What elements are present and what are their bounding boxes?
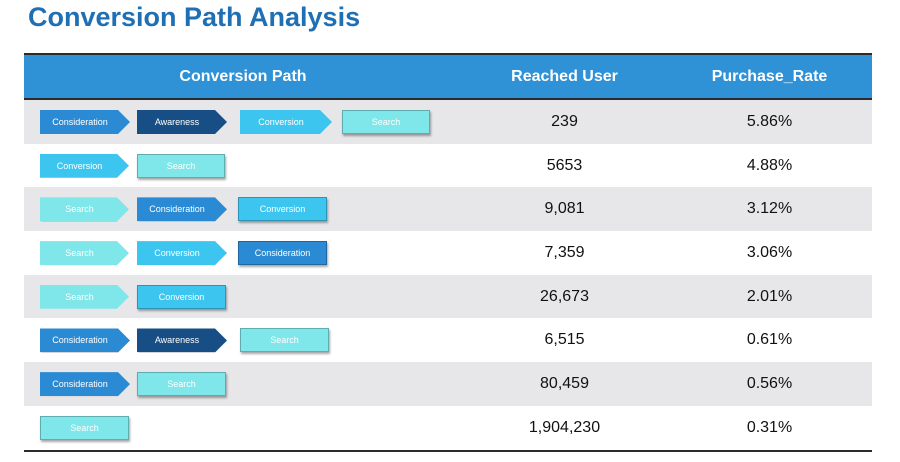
path-step-label: Awareness	[154, 117, 200, 127]
path-step-search: Search	[137, 372, 226, 397]
path-step-label: Consideration	[52, 379, 108, 390]
path-step-label: Search	[166, 160, 196, 171]
path-step-consideration: Consideration	[40, 372, 130, 396]
path-step-label: Search	[270, 335, 299, 346]
reached-user-cell: 239	[551, 112, 578, 130]
conversion-path-cell: Search Conversion Consideration	[24, 231, 462, 275]
path-step-search: Search	[40, 197, 129, 221]
path-step-label: Search	[65, 291, 94, 302]
path-step-label: Search	[371, 117, 401, 127]
header-conversion-path: Conversion Path	[179, 67, 307, 85]
page-title: Conversion Path Analysis	[28, 2, 361, 32]
purchase-rate-cell: 3.12%	[746, 200, 793, 218]
table-bottom-rule	[24, 449, 872, 452]
table-row: Search Conversion Consideration 7,359 3.06%	[24, 231, 872, 275]
purchase-rate-cell: 0.61%	[746, 331, 793, 349]
reached-user-cell: 26,673	[540, 287, 589, 305]
path-step-label: Conversion	[258, 117, 304, 127]
table-row: Search Consideration Conversion 9,081 3.12%	[24, 187, 872, 232]
reached-user-cell: 9,081	[544, 200, 585, 218]
table-row: Consideration Search 80,459 0.56%	[24, 362, 872, 406]
table-row: Search 1,904,230 0.31%	[24, 405, 872, 450]
path-step-label: Conversion	[259, 204, 306, 215]
purchase-rate-cell: 0.31%	[746, 418, 793, 436]
path-step-awareness: Awareness	[137, 110, 227, 134]
conversion-path-cell: Search Conversion	[24, 275, 462, 319]
path-step-conversion: Conversion	[137, 284, 226, 309]
path-step-consideration: Consideration	[40, 110, 130, 134]
conversion-path-cell: Consideration Awareness Conversion Search	[24, 100, 462, 144]
path-step-consideration: Consideration	[137, 197, 227, 221]
path-step-conversion: Conversion	[137, 241, 227, 265]
reached-user-cell: 6,515	[544, 331, 585, 349]
path-step-label: Search	[65, 204, 94, 215]
path-step-search: Search	[40, 241, 129, 265]
path-step-consideration: Consideration	[238, 241, 327, 266]
path-step-consideration: Consideration	[40, 328, 130, 352]
table-row: Consideration Awareness Conversion Search 23…	[24, 100, 872, 144]
purchase-rate-cell: 5.86%	[746, 112, 793, 130]
table-row: Search Conversion 26,673 2.01%	[24, 274, 872, 319]
path-step-label: Consideration	[149, 204, 205, 215]
path-step-search: Search	[40, 415, 129, 440]
reached-user-cell: 80,459	[540, 374, 589, 392]
conversion-path-cell: Search Consideration Conversion	[24, 187, 462, 231]
reached-user-cell: 5653	[546, 156, 583, 174]
path-step-search: Search	[240, 328, 329, 353]
path-step-label: Search	[167, 379, 196, 390]
path-step-label: Conversion	[154, 248, 200, 259]
path-step-search: Search	[342, 110, 430, 134]
table-row: Conversion Search 5653 4.88%	[24, 143, 872, 188]
path-step-label: Conversion	[158, 291, 205, 302]
conversion-path-cell: Consideration Awareness Search	[24, 318, 462, 362]
path-step-conversion: Conversion	[40, 154, 129, 178]
header-purchase-rate: Purchase_Rate	[711, 67, 828, 85]
header-reached-user: Reached User	[511, 67, 618, 85]
path-step-search: Search	[40, 285, 129, 309]
path-step-search: Search	[137, 153, 225, 178]
table-top-rule	[24, 53, 872, 55]
path-step-label: Consideration	[52, 335, 108, 346]
reached-user-cell: 7,359	[544, 243, 585, 261]
path-step-label: Conversion	[56, 160, 103, 171]
purchase-rate-cell: 0.56%	[746, 374, 793, 392]
table-header: Conversion Path Reached User Purchase_Ra…	[24, 55, 872, 98]
path-step-label: Consideration	[52, 117, 108, 127]
path-step-label: Consideration	[254, 248, 311, 259]
path-step-awareness: Awareness	[137, 328, 227, 352]
reached-user-cell: 1,904,230	[528, 418, 601, 436]
purchase-rate-cell: 2.01%	[746, 287, 793, 305]
path-step-conversion: Conversion	[240, 110, 332, 134]
purchase-rate-cell: 3.06%	[746, 243, 793, 261]
table-row: Consideration Awareness Search 6,515 0.61%	[24, 318, 872, 363]
conversion-path-cell: Conversion Search	[24, 144, 462, 188]
table-body: Consideration Awareness Conversion Search 23…	[24, 100, 872, 450]
conversion-path-cell: Consideration Search	[24, 362, 462, 406]
table-header-rule	[24, 98, 872, 100]
path-step-conversion: Conversion	[238, 197, 327, 222]
path-step-label: Awareness	[154, 335, 200, 346]
conversion-path-table: Conversion Path Reached User Purchase_Ra…	[24, 53, 872, 452]
path-step-label: Search	[65, 248, 94, 259]
conversion-path-cell: Search	[24, 406, 462, 450]
purchase-rate-cell: 4.88%	[746, 156, 793, 174]
path-step-label: Search	[70, 422, 99, 433]
